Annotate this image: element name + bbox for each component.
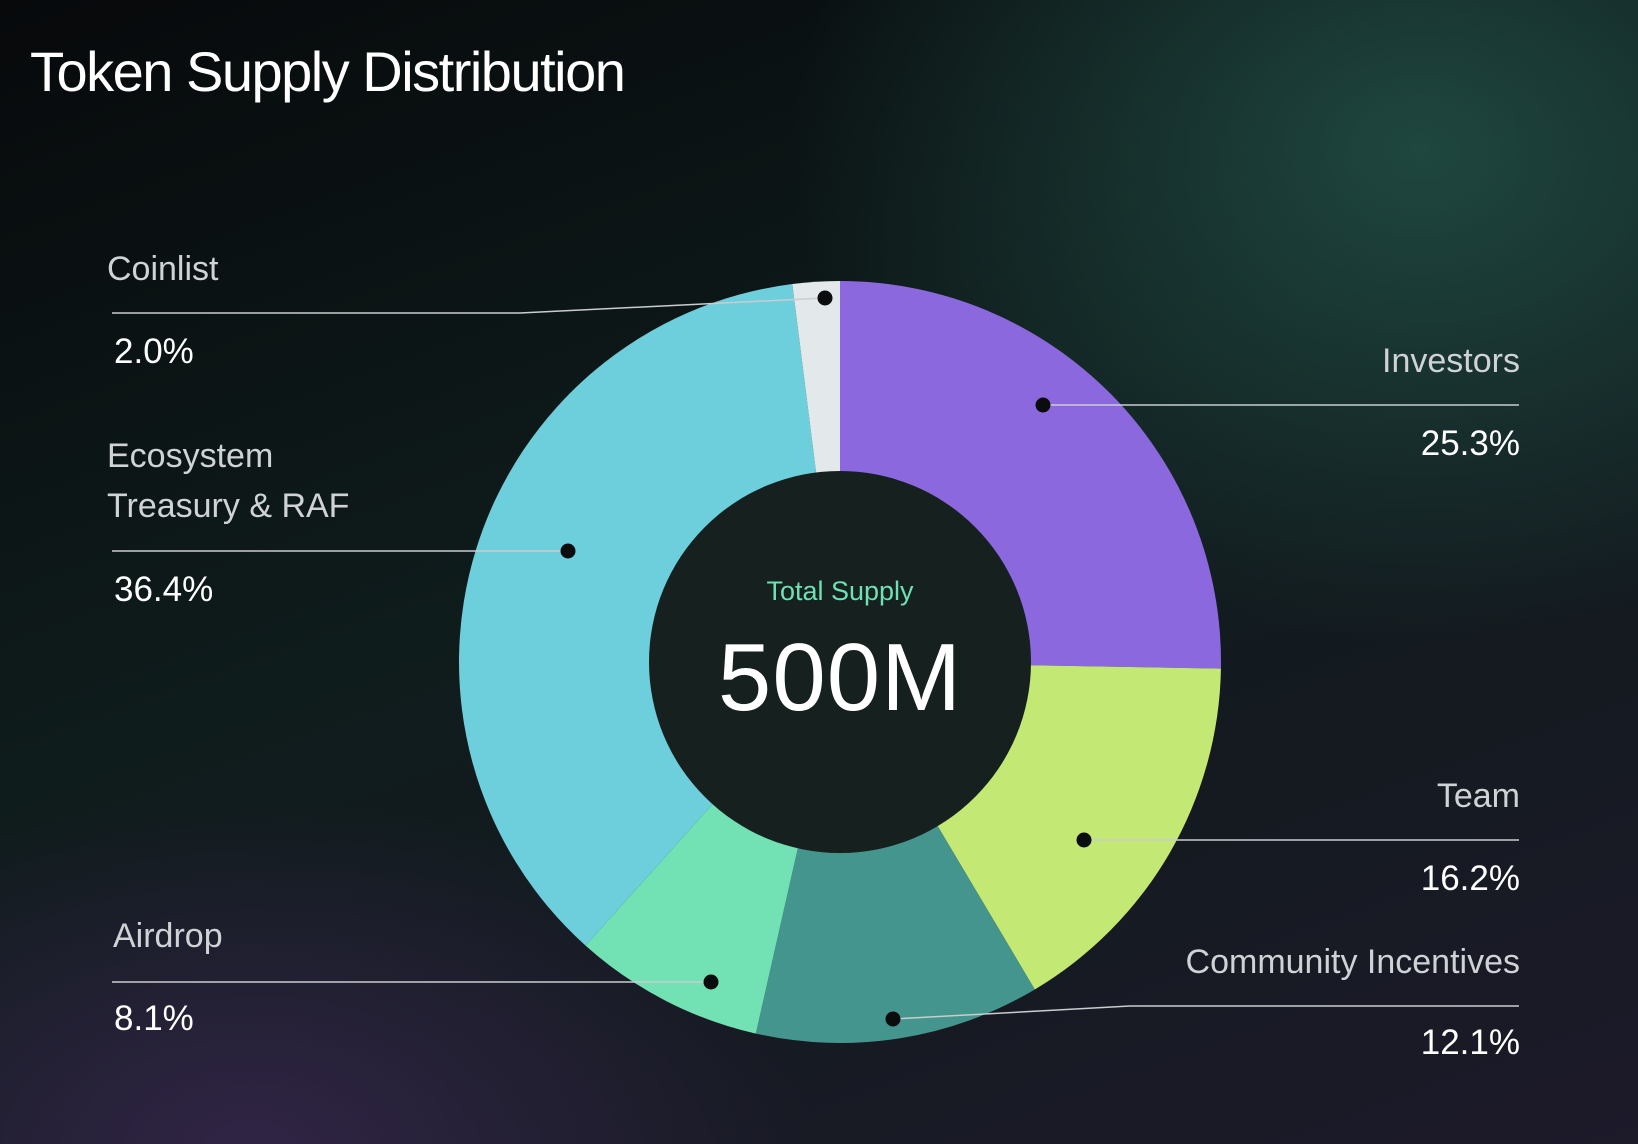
- total-supply-label: Total Supply: [766, 576, 914, 606]
- center-disc: [649, 471, 1031, 853]
- slice-ecosystem-treasury-raf: [459, 284, 840, 946]
- slice-markers: [560, 290, 1092, 1027]
- leader-line-coinlist: [112, 297, 826, 314]
- leader-lines: [112, 297, 1519, 1020]
- percent-team: 16.2%: [1420, 859, 1520, 898]
- marker-community: [885, 1011, 901, 1027]
- marker-airdrop: [703, 974, 719, 990]
- label-coinlist: Coinlist: [107, 250, 219, 288]
- marker-ecosystem: [560, 543, 576, 559]
- leader-line-community: [892, 1005, 1519, 1020]
- label-team: Team: [1436, 777, 1520, 815]
- chart-title: Token Supply Distribution: [30, 40, 626, 103]
- marker-investors: [1035, 397, 1051, 413]
- percent-investors: 25.3%: [1420, 424, 1520, 463]
- label-airdrop: Airdrop: [113, 917, 223, 955]
- label-investors: Investors: [1382, 342, 1520, 380]
- label-community: Community Incentives: [1185, 943, 1520, 981]
- percent-community: 12.1%: [1420, 1023, 1520, 1062]
- percent-ecosystem: 36.4%: [114, 570, 214, 609]
- label-ecosystem-line2: Treasury & RAF: [107, 487, 350, 525]
- percent-airdrop: 8.1%: [114, 999, 194, 1038]
- marker-team: [1076, 832, 1092, 848]
- percent-coinlist: 2.0%: [114, 332, 194, 371]
- total-supply-value: 500M: [717, 624, 963, 731]
- label-ecosystem-line1: Ecosystem: [107, 437, 274, 475]
- marker-coinlist: [817, 290, 833, 306]
